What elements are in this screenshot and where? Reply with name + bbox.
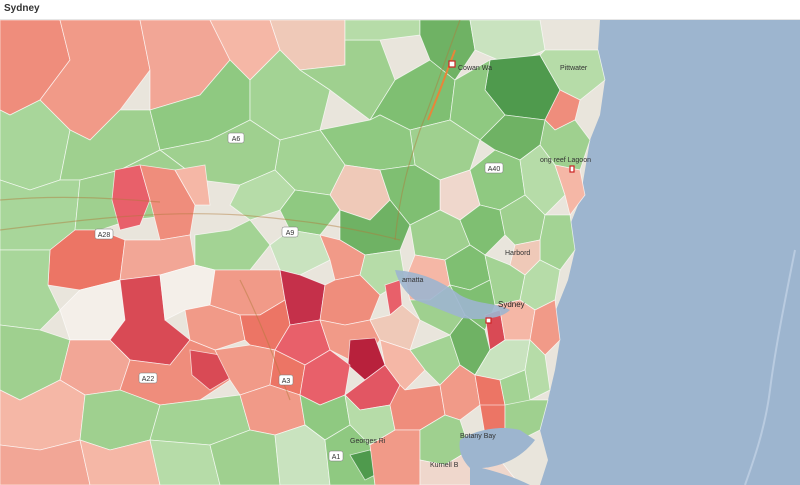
place-label-harbord: Harbord (505, 250, 530, 257)
map-marker[interactable] (448, 60, 456, 68)
map-canvas[interactable]: A6 A28 A9 A40 A22 A3 A1 Sydney Botany B (0, 20, 800, 485)
region[interactable] (554, 164, 586, 216)
map-marker[interactable] (485, 317, 492, 324)
svg-text:A22: A22 (142, 376, 155, 383)
choropleth-map[interactable]: A6 A28 A9 A40 A22 A3 A1 Sydney Botany B (0, 20, 800, 485)
place-label-parramatta: amatta (402, 277, 424, 284)
port-hacking (470, 465, 530, 485)
region[interactable] (524, 339, 551, 401)
svg-text:A9: A9 (286, 230, 295, 237)
botany-bay (459, 428, 535, 469)
road-shield: A6 (227, 132, 245, 144)
region[interactable] (529, 299, 561, 356)
offshore-contour (744, 249, 796, 485)
svg-text:A1: A1 (332, 454, 341, 461)
header-bar: Sydney (0, 0, 800, 20)
place-label-pittwater: Pittwater (560, 65, 588, 72)
region[interactable] (149, 439, 221, 485)
page-title: Sydney (4, 3, 40, 14)
road-shields: A6 A28 A9 A40 A22 A3 A1 (94, 132, 504, 462)
road-shield: A40 (484, 162, 504, 174)
place-label-longreef: ong reef Lagoon (540, 157, 591, 164)
svg-text:A6: A6 (232, 136, 241, 143)
map-marker[interactable] (569, 165, 575, 173)
place-label-cowan: Cowan Wa (458, 65, 492, 72)
svg-text:A3: A3 (282, 378, 291, 385)
svg-text:A28: A28 (98, 232, 111, 239)
road-shield: A1 (328, 450, 344, 462)
road-shield: A9 (281, 226, 299, 238)
place-label-sydney: Sydney (498, 300, 525, 309)
place-label-kurnell: Kurnell B (430, 462, 459, 469)
road-shield: A22 (138, 372, 158, 384)
sydney-harbour (395, 270, 510, 320)
region[interactable] (344, 20, 421, 41)
region-layer[interactable] (0, 20, 606, 485)
road-shield: A3 (278, 374, 294, 386)
place-label-botany-bay: Botany Bay (460, 433, 496, 440)
region[interactable] (174, 164, 211, 206)
road-shield: A28 (94, 228, 114, 240)
ocean (540, 20, 800, 485)
region[interactable] (298, 39, 396, 121)
region[interactable] (229, 169, 296, 221)
svg-text:A40: A40 (488, 166, 501, 173)
road-layer (0, 20, 461, 401)
place-labels: Sydney Botany Bay Cowan Wa Pittwater ama… (350, 65, 591, 469)
place-label-georges: Georges Ri (350, 438, 386, 445)
